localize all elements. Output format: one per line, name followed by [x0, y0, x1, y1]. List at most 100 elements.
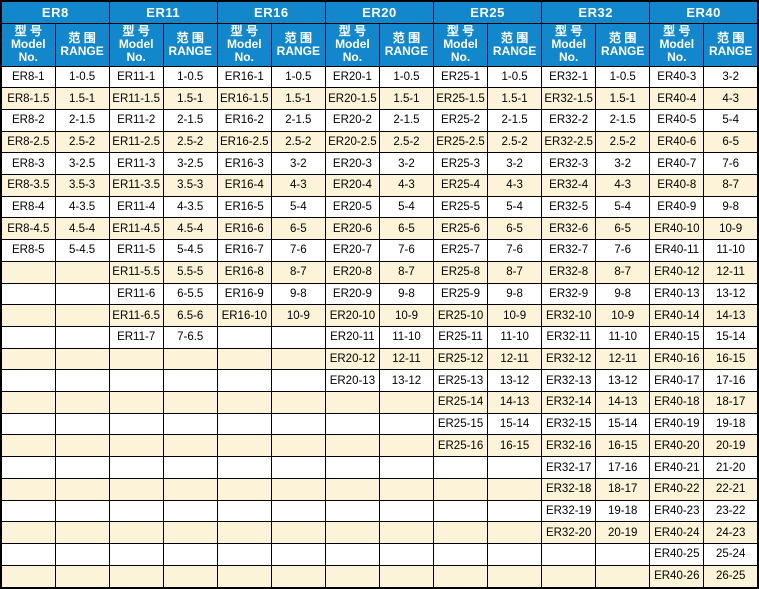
range-cell: 7-6.5: [162, 325, 218, 349]
model-label-en2: No.: [450, 50, 471, 64]
model-cell: ER8-4.5: [0, 217, 56, 241]
model-cell: ER16-6: [216, 217, 272, 241]
range-label-en: RANGE: [60, 43, 104, 58]
model-cell: ER11-1: [108, 65, 164, 89]
range-header: 范 围 RANGE: [595, 22, 651, 67]
range-cell: [162, 564, 218, 589]
range-cell: 1-0.5: [487, 65, 543, 89]
range-cell: [54, 325, 110, 349]
range-cell: 16-15: [487, 434, 543, 458]
table-row: ER32-20 20-19 ER40-24 24-23: [0, 521, 759, 544]
model-label-en2: No.: [558, 50, 579, 64]
model-cell: [216, 391, 272, 414]
range-cell: 2.5-2: [487, 130, 543, 154]
range-cell: 4.5-4: [54, 217, 110, 241]
model-cell: [108, 456, 164, 479]
range-cell: 2-1.5: [270, 108, 326, 132]
model-cell: ER40-23: [649, 499, 705, 523]
range-label-cn: 范 围: [68, 30, 96, 45]
range-cell: 18-17: [595, 477, 651, 501]
model-cell: ER25-6: [432, 217, 489, 241]
model-cell: [541, 564, 597, 589]
range-cell: [162, 521, 218, 544]
range-cell: 7-6: [703, 152, 759, 176]
range-label-cn: 范 围: [716, 30, 745, 45]
model-cell: ER32-4: [541, 174, 597, 197]
range-cell: 10-9: [487, 304, 543, 327]
range-cell: 6-5: [487, 217, 543, 241]
range-cell: [162, 477, 218, 501]
model-cell: [0, 347, 56, 371]
range-cell: [378, 434, 435, 458]
model-cell: [216, 412, 272, 436]
model-label-cn: 型 号: [338, 24, 367, 38]
model-cell: ER11-5: [108, 239, 164, 262]
model-cell: [216, 542, 272, 566]
range-cell: [54, 412, 110, 436]
model-cell: ER32-8: [541, 260, 597, 284]
model-no-header: 型 号 Model No.: [432, 22, 489, 67]
model-cell: ER16-9: [216, 282, 272, 306]
model-cell: ER25-14: [432, 391, 489, 414]
range-label-en: RANGE: [276, 43, 321, 58]
model-cell: ER25-3: [432, 152, 489, 176]
model-cell: [432, 542, 489, 566]
model-cell: ER16-3: [216, 152, 272, 176]
range-cell: [54, 542, 110, 566]
table-row: ER8-2 2-1.5 ER11-2 2-1.5 ER16-2 2-1.5 ER20-2 2-…: [0, 108, 759, 132]
model-cell: [0, 391, 56, 414]
range-cell: [54, 369, 110, 393]
model-cell: [324, 564, 380, 589]
model-label-en2: No.: [126, 50, 146, 64]
range-header: 范 围 RANGE: [487, 22, 543, 67]
model-cell: [216, 325, 272, 349]
range-cell: 2-1.5: [162, 108, 218, 132]
range-cell: 2-1.5: [595, 108, 651, 132]
range-cell: [54, 477, 110, 501]
model-cell: ER32-7: [541, 239, 597, 262]
range-cell: 9-8: [595, 282, 651, 306]
range-cell: 2.5-2: [595, 130, 651, 154]
table-row: ER8-4.5 4.5-4 ER11-4.5 4.5-4 ER16-6 6-5 ER20-6…: [0, 217, 759, 241]
model-cell: [108, 564, 164, 589]
range-cell: 10-9: [703, 217, 759, 241]
range-label-en: RANGE: [492, 43, 537, 58]
range-cell: 2.5-2: [270, 130, 326, 154]
range-cell: 3-2: [595, 152, 651, 176]
model-cell: ER8-2: [0, 108, 56, 132]
range-cell: 5-4: [270, 195, 326, 219]
model-label-en2: No.: [342, 50, 363, 64]
range-cell: 4-3: [595, 174, 651, 197]
model-no-header: 型 号 Model No.: [324, 22, 380, 67]
model-cell: ER20-7: [324, 239, 380, 262]
model-cell: [108, 412, 164, 436]
model-cell: ER20-2: [324, 108, 380, 132]
model-cell: ER11-1.5: [108, 87, 164, 110]
model-cell: [216, 347, 272, 371]
range-label-en: RANGE: [601, 43, 645, 58]
range-cell: 15-14: [487, 412, 543, 436]
range-cell: [378, 477, 435, 501]
range-cell: 5-4: [378, 195, 435, 219]
model-cell: [324, 434, 380, 458]
group-header-ER11: ER11: [108, 0, 218, 24]
table-row: ER40-25 25-24: [0, 542, 759, 566]
model-cell: [0, 260, 56, 284]
model-label-cn: 型 号: [14, 24, 42, 38]
model-cell: ER20-2.5: [324, 130, 380, 154]
model-cell: ER32-6: [541, 217, 597, 241]
table-row: ER11-7 7-6.5 ER20-11 11-10 ER25-11 11-10 ER32-…: [0, 325, 759, 349]
range-cell: 14-13: [595, 391, 651, 414]
model-cell: [0, 282, 56, 306]
model-label-cn: 型 号: [554, 24, 583, 38]
model-cell: ER20-13: [324, 369, 380, 393]
range-cell: 13-12: [378, 369, 435, 393]
model-cell: ER11-7: [108, 325, 164, 349]
model-label-en: Model: [443, 37, 478, 51]
range-cell: 11-10: [595, 325, 651, 349]
model-cell: [324, 412, 380, 436]
range-cell: [54, 499, 110, 523]
model-cell: ER20-6: [324, 217, 380, 241]
table-row: ER20-13 13-12 ER25-13 13-12 ER32-13 13-12 ER40…: [0, 369, 759, 393]
model-cell: ER40-3: [649, 65, 705, 89]
